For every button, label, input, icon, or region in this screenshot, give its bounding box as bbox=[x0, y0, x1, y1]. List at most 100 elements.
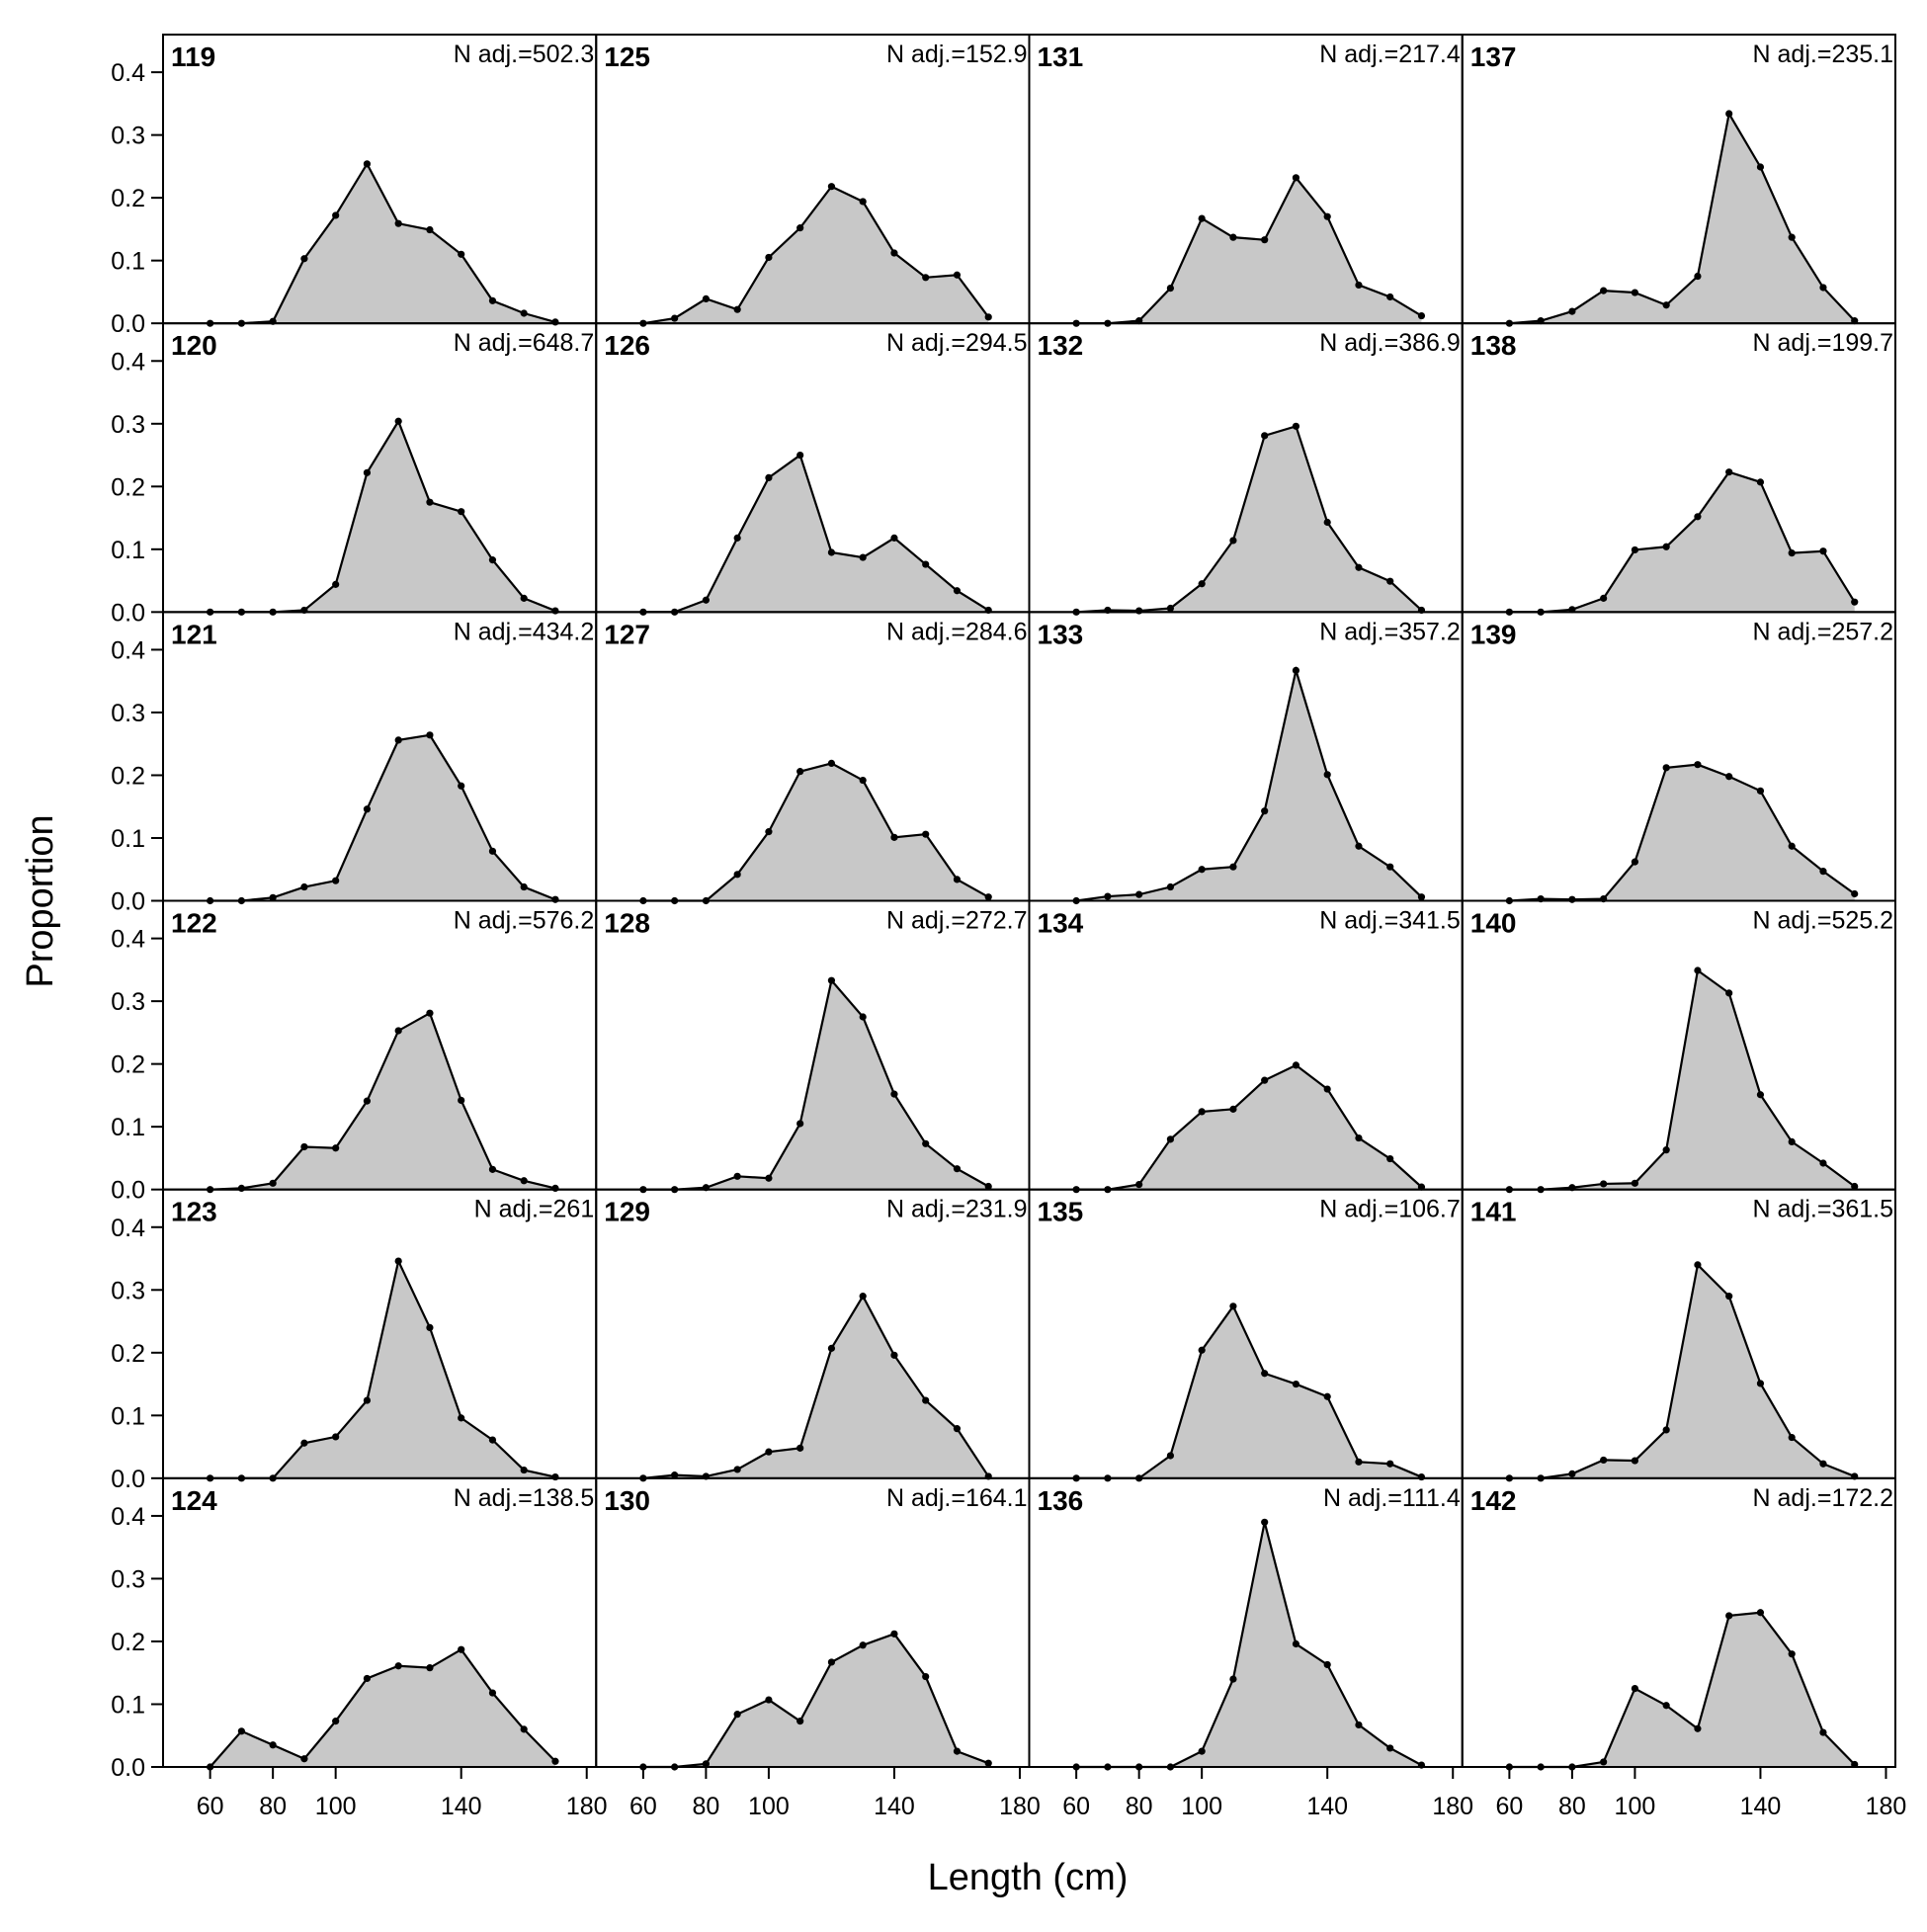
data-point-142-160 bbox=[1819, 1728, 1827, 1736]
panel-136: 136 N adj.=111.4 bbox=[1028, 1476, 1464, 1771]
data-point-119-130 bbox=[426, 225, 434, 234]
y-tick-label: 0.3 bbox=[111, 988, 145, 1016]
panel-130: 130 N adj.=164.1 bbox=[595, 1476, 1031, 1771]
data-point-127-110 bbox=[796, 768, 804, 776]
y-tick-label: 0.1 bbox=[111, 1402, 145, 1430]
n-adj-label: N adj.=502.3 bbox=[454, 41, 594, 68]
data-point-120-130 bbox=[426, 498, 434, 506]
data-point-121-120 bbox=[394, 736, 402, 744]
data-point-119-170 bbox=[551, 318, 559, 326]
data-point-141-90 bbox=[1600, 1456, 1608, 1465]
data-point-121-100 bbox=[332, 877, 340, 884]
panel-border-142 bbox=[1461, 1476, 1896, 1769]
panel-125: 125 N adj.=152.9 bbox=[595, 34, 1031, 327]
data-point-131-90 bbox=[1166, 284, 1175, 293]
x-tick-label: 60 bbox=[1062, 1793, 1090, 1820]
series-line-133 bbox=[1075, 666, 1423, 902]
n-adj-label: N adj.=217.4 bbox=[1319, 41, 1461, 68]
data-point-123-140 bbox=[458, 1414, 465, 1422]
n-adj-label: N adj.=284.6 bbox=[886, 618, 1027, 645]
y-tick-label: 0.2 bbox=[111, 1629, 145, 1656]
data-point-129-150 bbox=[922, 1396, 930, 1404]
panel-id-label: 125 bbox=[604, 42, 650, 72]
data-point-123-120 bbox=[394, 1257, 402, 1265]
data-point-141-150 bbox=[1788, 1433, 1796, 1442]
panel-id-label: 141 bbox=[1470, 1197, 1517, 1227]
data-point-136-140 bbox=[1323, 1660, 1331, 1669]
panel-id-label: 130 bbox=[604, 1485, 650, 1516]
panel-135: 135 N adj.=106.7 bbox=[1028, 1188, 1464, 1482]
area-fill-138 bbox=[1509, 471, 1855, 613]
data-point-127-120 bbox=[827, 759, 836, 768]
data-point-132-130 bbox=[1292, 422, 1300, 430]
area-fill-135 bbox=[1076, 1305, 1422, 1478]
data-point-137-110 bbox=[1662, 301, 1670, 309]
panel-border-137 bbox=[1461, 34, 1896, 325]
y-tick-label: 0.0 bbox=[111, 1177, 145, 1205]
x-tick-label: 80 bbox=[692, 1793, 719, 1820]
data-point-125-130 bbox=[859, 198, 867, 206]
y-tick-label: 0.0 bbox=[111, 1466, 145, 1493]
y-tick-label: 0.2 bbox=[111, 1340, 145, 1368]
x-tick-label: 140 bbox=[1306, 1793, 1348, 1820]
data-point-142-120 bbox=[1694, 1724, 1702, 1732]
x-tick-label: 60 bbox=[629, 1793, 657, 1820]
data-point-122-70 bbox=[237, 1184, 245, 1192]
n-adj-label: N adj.=152.9 bbox=[886, 41, 1027, 68]
data-point-125-160 bbox=[953, 271, 962, 279]
data-point-136-110 bbox=[1229, 1675, 1237, 1683]
data-point-128-130 bbox=[859, 1013, 867, 1021]
data-point-130-160 bbox=[953, 1747, 962, 1755]
data-point-125-170 bbox=[984, 313, 992, 321]
x-tick-label: 180 bbox=[566, 1793, 608, 1820]
data-point-139-100 bbox=[1631, 858, 1639, 866]
panel-126: 126 N adj.=294.5 bbox=[595, 322, 1031, 616]
data-point-130-140 bbox=[890, 1630, 898, 1638]
data-point-134-90 bbox=[1166, 1135, 1175, 1143]
y-tick-label: 0.2 bbox=[111, 762, 145, 790]
data-point-129-130 bbox=[859, 1293, 867, 1301]
y-tick-label: 0.0 bbox=[111, 310, 145, 338]
y-tick-label: 0.0 bbox=[111, 888, 145, 916]
data-point-138-170 bbox=[1851, 598, 1859, 606]
y-tick-label: 0.1 bbox=[111, 248, 145, 276]
panel-id-label: 128 bbox=[604, 908, 650, 939]
series-line-126 bbox=[642, 453, 989, 614]
data-point-134-140 bbox=[1323, 1085, 1331, 1093]
data-point-126-100 bbox=[765, 473, 773, 482]
panel-141: 141 N adj.=361.5 bbox=[1461, 1188, 1896, 1482]
series-line-140 bbox=[1509, 968, 1856, 1191]
x-tick-label: 140 bbox=[874, 1793, 915, 1820]
data-point-130-120 bbox=[827, 1658, 836, 1666]
series-line-124 bbox=[209, 1647, 556, 1768]
panel-133: 133 N adj.=357.2 bbox=[1028, 611, 1464, 905]
data-point-132-160 bbox=[1386, 577, 1394, 585]
data-point-121-140 bbox=[458, 782, 465, 790]
data-point-121-80 bbox=[269, 893, 277, 901]
y-tick-label: 0.1 bbox=[111, 1691, 145, 1719]
panel-131: 131 N adj.=217.4 bbox=[1028, 34, 1464, 327]
data-point-135-100 bbox=[1198, 1346, 1206, 1354]
y-tick-label: 0.4 bbox=[111, 636, 145, 664]
data-point-126-90 bbox=[733, 534, 741, 542]
data-point-136-120 bbox=[1261, 1518, 1269, 1526]
area-fill-121 bbox=[209, 734, 555, 901]
series-line-131 bbox=[1076, 175, 1423, 325]
area-fill-137 bbox=[1509, 114, 1855, 324]
data-point-120-170 bbox=[551, 607, 559, 615]
panel-123: 123 N adj.=261 bbox=[162, 1188, 598, 1482]
panel-132: 132 N adj.=386.9 bbox=[1028, 322, 1464, 616]
n-adj-label: N adj.=272.7 bbox=[886, 907, 1027, 935]
data-point-123-110 bbox=[363, 1396, 372, 1404]
y-tick-label: 0.3 bbox=[111, 700, 145, 727]
y-tick-label: 0.2 bbox=[111, 473, 145, 501]
data-point-126-110 bbox=[796, 451, 804, 460]
data-point-127-140 bbox=[890, 833, 898, 841]
data-point-136-160 bbox=[1386, 1744, 1394, 1752]
data-point-139-160 bbox=[1819, 868, 1827, 876]
data-point-137-90 bbox=[1600, 287, 1608, 294]
panel-id-label: 140 bbox=[1470, 908, 1517, 939]
data-point-127-160 bbox=[953, 876, 962, 883]
data-point-130-170 bbox=[984, 1759, 992, 1767]
